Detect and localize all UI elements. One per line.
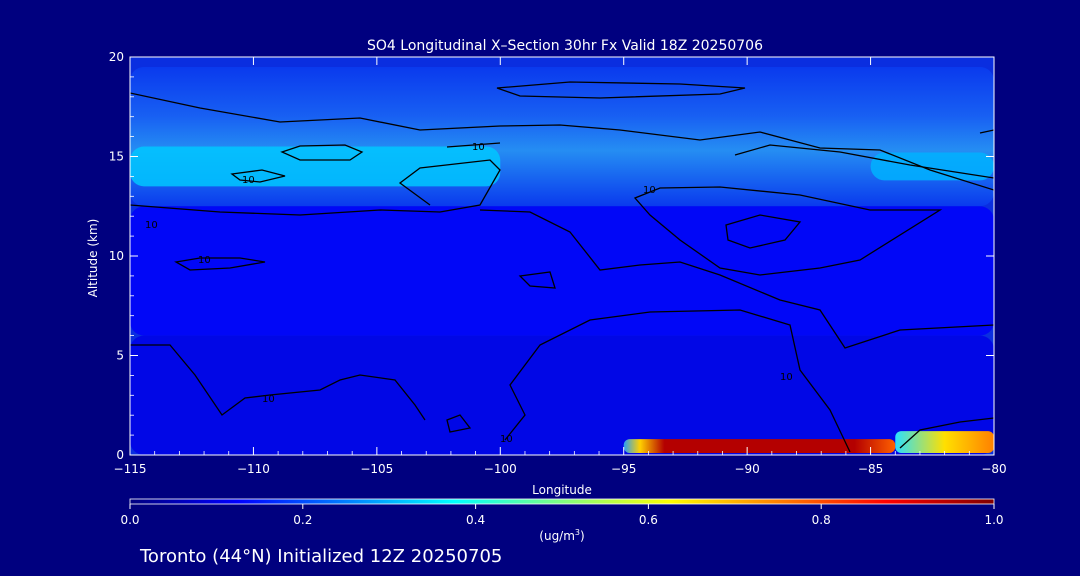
contour-lines [130, 81, 994, 453]
colorbar-tick-label: 0.4 [466, 513, 485, 527]
contour-label-8: 10 [500, 434, 513, 445]
plot-area: 10 10 10 10 10 10 10 10 [130, 57, 994, 455]
x-tick-label: −110 [237, 462, 270, 476]
x-tick-label: −90 [734, 462, 759, 476]
concentration-field [130, 66, 994, 455]
contour-label-2: 10 [472, 142, 485, 153]
y-axis-label: Altitude (km) [86, 219, 100, 298]
contour-line-8 [230, 169, 286, 183]
contour-line-4 [633, 186, 943, 276]
x-tick-label: −105 [360, 462, 393, 476]
y-tick-label: 10 [109, 249, 124, 263]
y-tick-label: 15 [109, 150, 124, 164]
contour-line-3 [479, 209, 994, 349]
colorbar-unit-sup: 3 [575, 528, 580, 537]
contour-label-4: 10 [145, 220, 158, 231]
field-region-high-aerosol-layer [130, 146, 501, 187]
contour-line-5 [725, 214, 802, 249]
colorbar-tick-label: 1.0 [984, 513, 1003, 527]
x-tick-label: −115 [114, 462, 147, 476]
x-axis: −115 −110 −105 −100 −95 −90 −85 −80 [114, 57, 1007, 476]
contour-line-1 [130, 92, 994, 191]
contour-labels: 10 10 10 10 10 10 10 10 [145, 142, 793, 445]
contour-line-6 [280, 144, 364, 161]
field-region-lower-troposphere [130, 335, 994, 455]
contour-line-14 [446, 414, 472, 433]
contour-line-9 [174, 257, 266, 271]
x-tick-label: −100 [484, 462, 517, 476]
y-axis: 0 5 10 15 20 [109, 50, 994, 462]
colorbar-unit-prefix: (ug/m [539, 529, 575, 543]
field-region-boundary-layer-east [895, 431, 994, 454]
field-region-boundary-layer-max [623, 439, 896, 454]
colorbar-ramp [130, 499, 994, 504]
colorbar-tick-label: 0.6 [639, 513, 658, 527]
contour-label-6: 10 [262, 394, 275, 405]
colorbar-unit-label: (ug/m3) [539, 528, 584, 543]
colorbar-tick-label: 0.0 [120, 513, 139, 527]
initialization-caption: Toronto (44°N) Initialized 12Z 20250705 [139, 546, 502, 567]
y-tick-label: 5 [116, 349, 124, 363]
contour-line-12 [130, 344, 426, 421]
x-tick-label: −80 [981, 462, 1006, 476]
y-tick-label: 20 [109, 50, 124, 64]
x-tick-label: −85 [858, 462, 883, 476]
contour-label-3: 10 [643, 185, 656, 196]
colorbar: 0.0 0.2 0.4 0.6 0.8 1.0 (ug/m3) [120, 498, 1004, 543]
colorbar-tick-label: 0.8 [812, 513, 831, 527]
contour-line-10 [518, 271, 556, 289]
colorbar-frame [129, 498, 995, 505]
contour-label-7: 10 [780, 372, 793, 383]
contour-label-5: 10 [198, 255, 211, 266]
contour-line-2 [130, 159, 501, 216]
contour-line-17 [979, 129, 994, 134]
y-tick-label: 0 [116, 448, 124, 462]
contour-line-15 [899, 417, 994, 449]
contour-label-1: 10 [242, 175, 255, 186]
chart-title: SO4 Longitudinal X–Section 30hr Fx Valid… [367, 38, 763, 54]
field-region-high-aerosol-layer-east [870, 152, 994, 181]
contour-line-13 [504, 309, 851, 453]
x-axis-label: Longitude [532, 483, 592, 497]
contour-line-7 [496, 81, 746, 99]
colorbar-unit-suffix: ) [580, 529, 585, 543]
field-region-mid-troposphere [130, 206, 994, 336]
contour-line-11 [734, 144, 994, 179]
x-tick-label: −95 [611, 462, 636, 476]
colorbar-tick-label: 0.2 [293, 513, 312, 527]
contour-line-16 [446, 142, 501, 148]
colorbar-ticks: 0.0 0.2 0.4 0.6 0.8 1.0 [120, 504, 1004, 527]
